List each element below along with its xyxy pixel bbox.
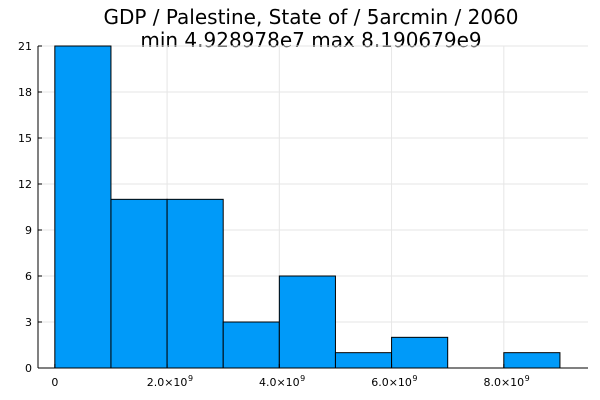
x-tick-mantissa-3: 6.0×10 — [371, 376, 412, 389]
x-tick-label-0: 0 — [51, 376, 58, 389]
y-tick-label-5: 15 — [18, 132, 32, 145]
histogram-bars — [54, 45, 561, 369]
x-tick-label-3: 6.0×10 9 — [371, 374, 417, 389]
x-tick-label-4: 8.0×10 9 — [483, 374, 529, 389]
x-tick-mantissa-2: 4.0×10 — [259, 376, 300, 389]
x-tick-label-2: 4.0×10 9 — [259, 374, 305, 389]
y-tick-label-3: 9 — [25, 224, 32, 237]
x-tick-exponent-2: 9 — [300, 374, 305, 383]
x-tick-mantissa-4: 8.0×10 — [483, 376, 524, 389]
y-tick-label-0: 0 — [25, 362, 32, 375]
chart-title-line-2: min 4.928978e7 max 8.190679e9 — [140, 28, 481, 52]
x-tick-exponent-3: 9 — [412, 374, 417, 383]
histogram-bar-8 — [503, 352, 561, 369]
histogram-bar-1 — [110, 198, 168, 369]
axes — [37, 45, 588, 369]
y-tick-label-1: 3 — [25, 316, 32, 329]
histogram-bar-5 — [334, 352, 393, 369]
y-tick-label-6: 18 — [18, 86, 32, 99]
y-tick-label-4: 12 — [18, 178, 32, 191]
x-tick-exponent-4: 9 — [525, 374, 530, 383]
x-tick-mantissa-0: 0 — [51, 376, 58, 389]
y-tick-label-2: 6 — [25, 270, 32, 283]
x-tick-exponent-1: 9 — [188, 374, 193, 383]
histogram-bar-0 — [54, 45, 112, 369]
histogram-bar-2 — [166, 198, 224, 369]
x-tick-mantissa-1: 2.0×10 — [147, 376, 188, 389]
x-tick-label-1: 2.0×10 9 — [147, 374, 193, 389]
histogram-bar-3 — [222, 321, 280, 369]
histogram-bar-4 — [278, 275, 336, 369]
chart-title-line-1: GDP / Palestine, State of / 5arcmin / 20… — [103, 5, 518, 29]
y-tick-label-7: 21 — [18, 40, 32, 53]
histogram-bar-6 — [391, 336, 449, 369]
